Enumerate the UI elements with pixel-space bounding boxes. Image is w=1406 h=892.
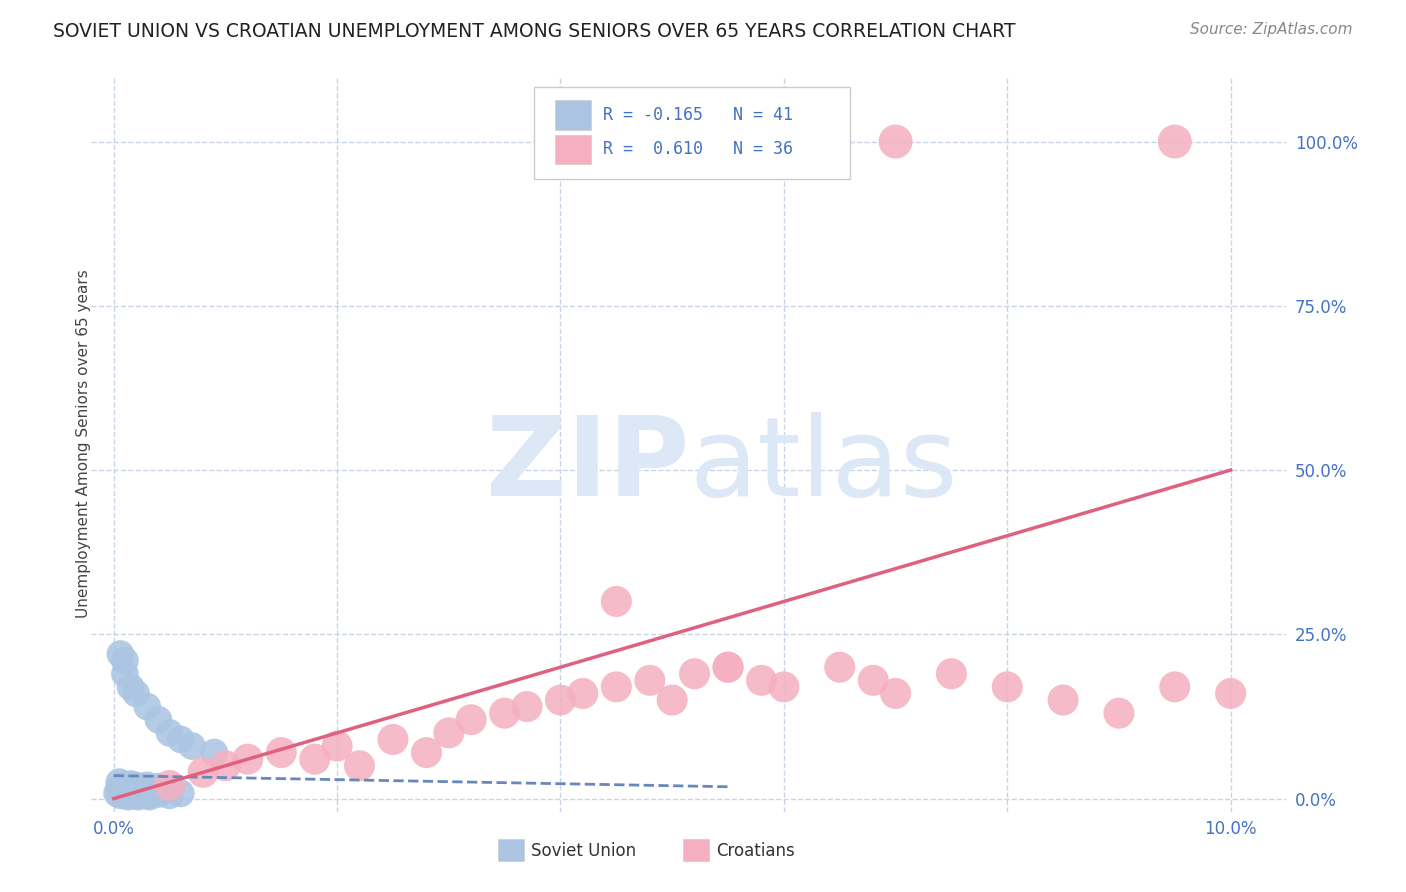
- Point: [114, 783, 136, 797]
- Point: [170, 786, 193, 800]
- FancyBboxPatch shape: [534, 87, 851, 178]
- Point: [110, 789, 132, 803]
- Point: [117, 789, 139, 804]
- Point: [148, 713, 170, 727]
- Point: [108, 781, 131, 796]
- Point: [437, 726, 460, 740]
- Point: [110, 647, 132, 661]
- Point: [1052, 693, 1074, 707]
- Point: [661, 693, 683, 707]
- Point: [125, 686, 148, 700]
- Point: [1164, 680, 1187, 694]
- Point: [494, 706, 516, 721]
- Text: ZIP: ZIP: [485, 412, 689, 519]
- Text: Croatians: Croatians: [717, 842, 796, 860]
- Point: [115, 781, 138, 796]
- Text: SOVIET UNION VS CROATIAN UNEMPLOYMENT AMONG SENIORS OVER 65 YEARS CORRELATION CH: SOVIET UNION VS CROATIAN UNEMPLOYMENT AM…: [53, 22, 1017, 41]
- Point: [1108, 706, 1130, 721]
- Point: [941, 666, 963, 681]
- Point: [884, 686, 907, 700]
- Bar: [555, 135, 591, 164]
- Point: [148, 783, 170, 797]
- Point: [114, 666, 136, 681]
- Point: [136, 699, 159, 714]
- Point: [415, 746, 437, 760]
- Text: Soviet Union: Soviet Union: [531, 842, 637, 860]
- Point: [773, 680, 796, 694]
- Point: [127, 789, 149, 804]
- Point: [236, 752, 259, 766]
- Bar: [498, 839, 524, 861]
- Point: [683, 666, 706, 681]
- Point: [304, 752, 326, 766]
- Point: [170, 732, 193, 747]
- Point: [751, 673, 773, 688]
- Text: atlas: atlas: [689, 412, 957, 519]
- Point: [995, 680, 1018, 694]
- Point: [605, 594, 627, 608]
- Point: [159, 789, 181, 803]
- Point: [136, 779, 159, 793]
- Y-axis label: Unemployment Among Seniors over 65 years: Unemployment Among Seniors over 65 years: [76, 269, 90, 618]
- Point: [717, 660, 740, 674]
- Point: [114, 654, 136, 668]
- Point: [326, 739, 349, 753]
- Point: [572, 686, 595, 700]
- Point: [105, 786, 128, 800]
- Text: Source: ZipAtlas.com: Source: ZipAtlas.com: [1189, 22, 1353, 37]
- Point: [605, 680, 627, 694]
- Point: [381, 732, 404, 747]
- Point: [111, 779, 134, 793]
- Point: [884, 135, 907, 149]
- Point: [828, 660, 851, 674]
- Point: [131, 786, 153, 800]
- Point: [180, 739, 202, 753]
- Point: [148, 787, 170, 801]
- Point: [1219, 686, 1241, 700]
- Point: [108, 775, 131, 789]
- Point: [120, 777, 142, 791]
- Point: [120, 785, 142, 799]
- Point: [270, 746, 292, 760]
- Point: [159, 779, 181, 793]
- Point: [125, 785, 148, 799]
- Point: [114, 789, 136, 803]
- Point: [138, 789, 160, 804]
- Point: [125, 789, 148, 803]
- Point: [717, 660, 740, 674]
- Text: R = -0.165   N = 41: R = -0.165 N = 41: [603, 106, 793, 124]
- Text: R =  0.610   N = 36: R = 0.610 N = 36: [603, 140, 793, 159]
- Point: [125, 779, 148, 793]
- Point: [114, 780, 136, 794]
- Point: [862, 673, 884, 688]
- Point: [202, 746, 225, 760]
- Point: [550, 693, 572, 707]
- Point: [460, 713, 482, 727]
- Point: [115, 786, 138, 800]
- Point: [148, 780, 170, 794]
- Point: [1164, 135, 1187, 149]
- Point: [136, 783, 159, 797]
- Point: [120, 680, 142, 694]
- Point: [159, 726, 181, 740]
- Point: [349, 758, 371, 772]
- Point: [159, 781, 181, 796]
- Point: [136, 789, 159, 803]
- Bar: [683, 839, 709, 861]
- Point: [214, 758, 236, 772]
- Bar: [555, 100, 591, 129]
- Point: [111, 785, 134, 799]
- Point: [638, 673, 661, 688]
- Point: [112, 787, 135, 801]
- Point: [191, 765, 214, 780]
- Point: [516, 699, 538, 714]
